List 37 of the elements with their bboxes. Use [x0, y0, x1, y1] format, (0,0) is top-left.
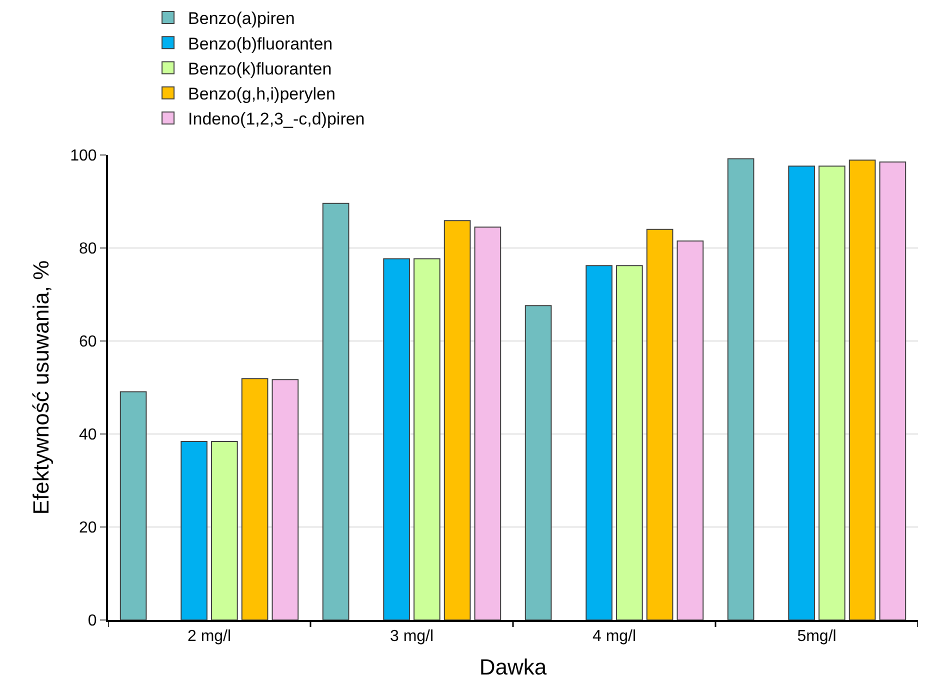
bar [414, 258, 440, 620]
y-tick-label: 80 [79, 240, 97, 258]
bar [474, 226, 502, 620]
bar [383, 258, 410, 620]
bar [444, 220, 471, 620]
y-tick-label: 60 [79, 334, 97, 351]
x-tick-label: 5mg/l [797, 628, 836, 646]
y-axis-title: Efektywność usuwania, % [28, 260, 54, 515]
bar [879, 161, 906, 620]
legend-label: Benzo(k)fluoranten [188, 59, 332, 78]
bar [616, 265, 643, 620]
bar [524, 305, 552, 620]
bar [272, 379, 299, 620]
legend-label: Benzo(a)piren [188, 9, 295, 28]
bar [180, 440, 208, 620]
y-tick-label: 0 [88, 612, 97, 630]
bar [676, 240, 704, 620]
bar [211, 440, 238, 620]
y-tick-label: 20 [79, 520, 97, 537]
bar [818, 166, 846, 620]
legend-label: Benzo(b)fluoranten [188, 34, 333, 54]
bar [120, 391, 147, 620]
bar [788, 166, 815, 620]
bar [646, 228, 674, 620]
bar [586, 265, 612, 620]
x-tick-label: 3 mg/l [390, 628, 434, 646]
bar [322, 202, 350, 620]
x-axis-title: Dawka [479, 654, 548, 680]
y-tick-label: 40 [79, 426, 97, 444]
legend-label: Benzo(g,h,i)perylen [188, 84, 336, 104]
bar [727, 158, 754, 620]
bar [848, 160, 876, 620]
x-tick-label: 4 mg/l [592, 628, 636, 646]
legend-label: Indeno(1,2,3_-c,d)piren [188, 110, 365, 129]
y-tick-label: 100 [70, 148, 97, 165]
x-tick-label: 2 mg/l [187, 628, 232, 646]
bar [241, 378, 268, 620]
